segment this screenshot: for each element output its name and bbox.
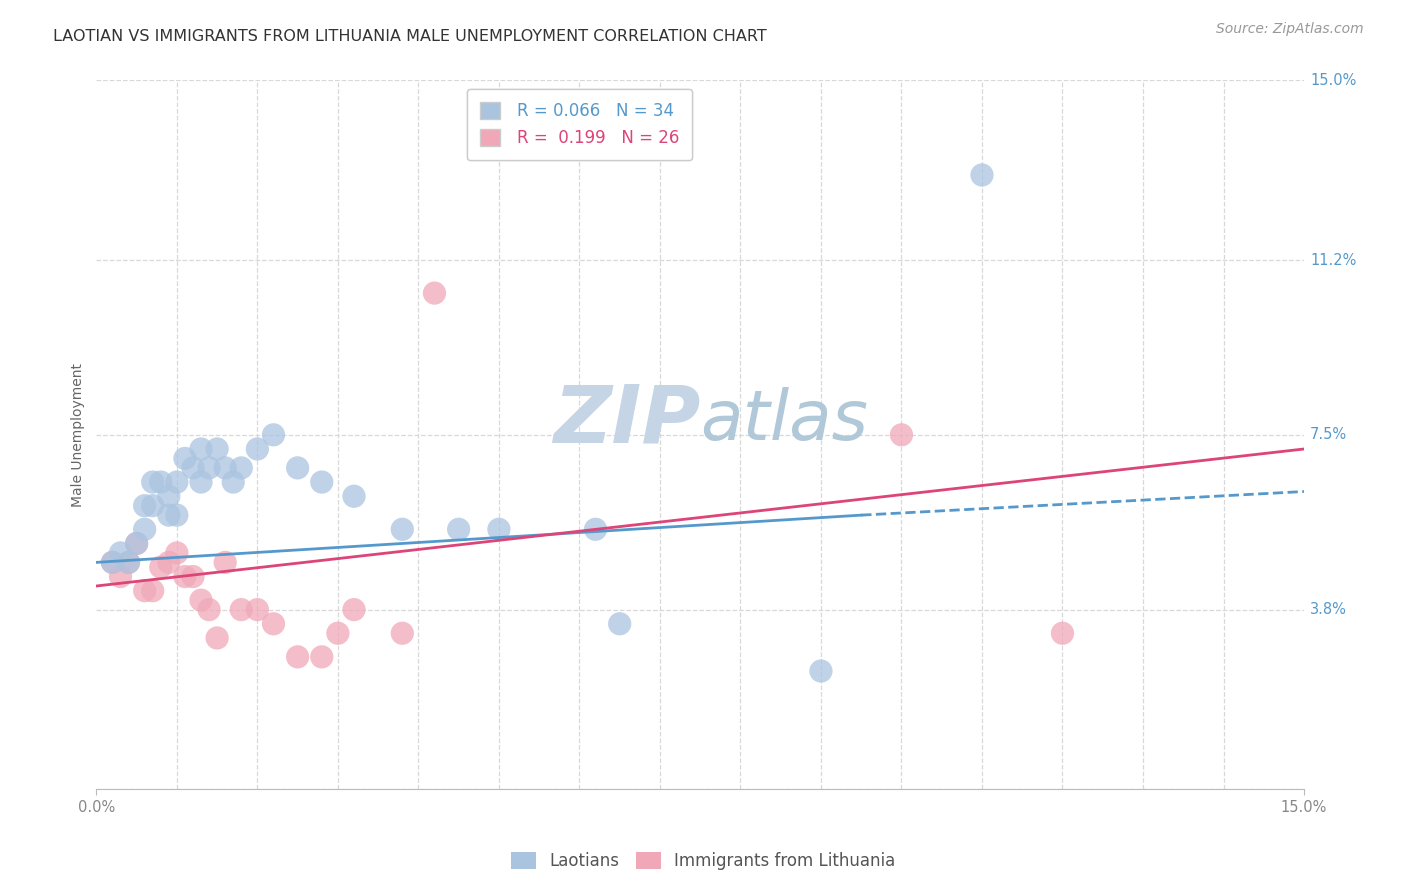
Point	[110, 546, 132, 560]
Point	[391, 522, 413, 536]
Point	[190, 475, 212, 489]
Point	[585, 522, 607, 536]
Point	[181, 569, 204, 583]
Point	[198, 602, 221, 616]
Point	[391, 626, 413, 640]
Point	[117, 555, 139, 569]
Point	[343, 489, 366, 503]
Point	[214, 461, 236, 475]
Text: 7.5%: 7.5%	[1310, 427, 1347, 442]
Point	[190, 442, 212, 456]
Point	[1052, 626, 1074, 640]
Point	[246, 602, 269, 616]
Point	[125, 536, 148, 550]
Point	[810, 664, 832, 678]
Point	[134, 583, 156, 598]
Point	[157, 508, 180, 522]
Point	[157, 555, 180, 569]
Point	[134, 522, 156, 536]
Point	[311, 649, 333, 664]
Point	[890, 427, 912, 442]
Point	[205, 631, 228, 645]
Point	[246, 442, 269, 456]
Point	[174, 569, 197, 583]
Point	[263, 616, 285, 631]
Text: 15.0%: 15.0%	[1310, 73, 1357, 88]
Point	[101, 555, 124, 569]
Point	[190, 593, 212, 607]
Point	[125, 536, 148, 550]
Text: atlas: atlas	[700, 387, 868, 454]
Legend: Laotians, Immigrants from Lithuania: Laotians, Immigrants from Lithuania	[503, 845, 903, 877]
Point	[149, 475, 172, 489]
Point	[231, 461, 253, 475]
Point	[231, 602, 253, 616]
Point	[149, 560, 172, 574]
Text: LAOTIAN VS IMMIGRANTS FROM LITHUANIA MALE UNEMPLOYMENT CORRELATION CHART: LAOTIAN VS IMMIGRANTS FROM LITHUANIA MAL…	[53, 29, 768, 45]
Text: 3.8%: 3.8%	[1310, 602, 1347, 617]
Point	[166, 546, 188, 560]
Point	[142, 583, 165, 598]
Point	[166, 475, 188, 489]
Point	[117, 555, 139, 569]
Point	[205, 442, 228, 456]
Point	[198, 461, 221, 475]
Legend: R = 0.066   N = 34, R =  0.199   N = 26: R = 0.066 N = 34, R = 0.199 N = 26	[467, 89, 692, 161]
Point	[447, 522, 470, 536]
Text: ZIP: ZIP	[553, 382, 700, 459]
Point	[287, 461, 309, 475]
Text: 11.2%: 11.2%	[1310, 252, 1357, 268]
Point	[311, 475, 333, 489]
Point	[166, 508, 188, 522]
Point	[263, 427, 285, 442]
Point	[222, 475, 245, 489]
Point	[423, 286, 446, 301]
Point	[970, 168, 993, 182]
Point	[157, 489, 180, 503]
Point	[609, 616, 631, 631]
Point	[142, 475, 165, 489]
Point	[110, 569, 132, 583]
Point	[181, 461, 204, 475]
Point	[174, 451, 197, 466]
Point	[134, 499, 156, 513]
Text: Source: ZipAtlas.com: Source: ZipAtlas.com	[1216, 22, 1364, 37]
Point	[101, 555, 124, 569]
Point	[343, 602, 366, 616]
Point	[214, 555, 236, 569]
Point	[287, 649, 309, 664]
Point	[326, 626, 349, 640]
Y-axis label: Male Unemployment: Male Unemployment	[72, 363, 86, 507]
Point	[488, 522, 510, 536]
Point	[142, 499, 165, 513]
